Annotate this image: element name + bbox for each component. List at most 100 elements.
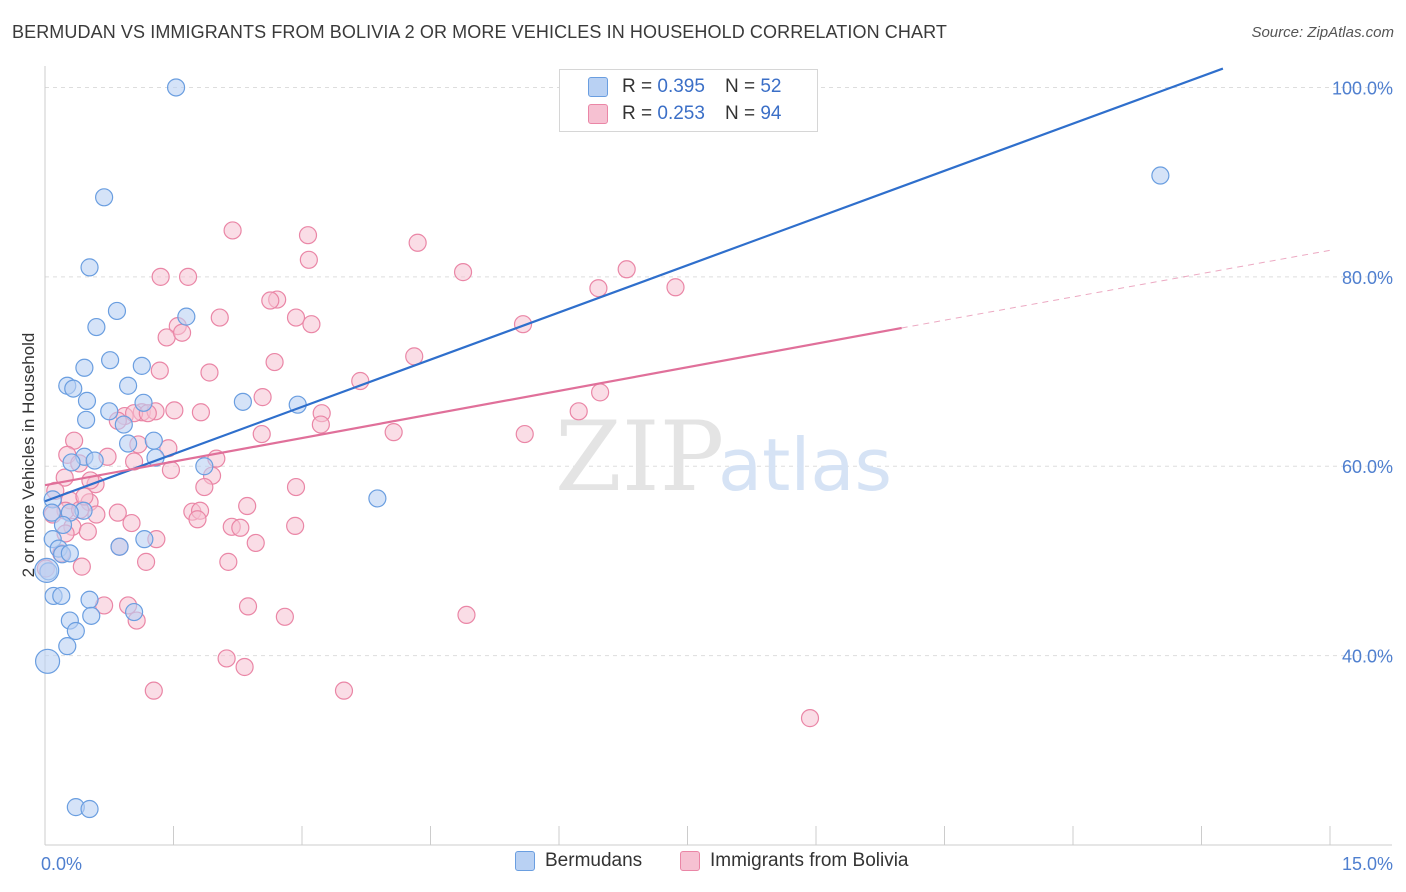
data-point-bolivia (235, 657, 254, 677)
data-point-bermudans (62, 453, 81, 472)
data-point-bermudans (53, 515, 73, 535)
trend-line-bolivia-extension (901, 249, 1331, 329)
data-point-bolivia (172, 323, 192, 342)
data-point-bermudans (107, 301, 127, 321)
y-tick-label: 100.0% (1332, 78, 1393, 98)
bottom-legend-label: Bermudans (545, 850, 643, 871)
data-point-bolivia (78, 522, 97, 541)
data-point-bermudans (124, 602, 144, 622)
data-point-bermudans (177, 307, 196, 326)
data-point-bolivia (334, 681, 354, 700)
data-point-bolivia (569, 402, 588, 421)
series-bolivia-points (36, 221, 820, 728)
pink-swatch (588, 104, 608, 124)
data-point-bolivia (246, 533, 265, 553)
data-point-bermudans (75, 358, 94, 377)
data-point-bermudans (135, 530, 154, 549)
data-point-bolivia (275, 607, 294, 626)
data-point-bolivia (298, 226, 318, 245)
data-point-bolivia (195, 477, 214, 497)
data-point-bolivia (165, 401, 184, 420)
y-tick-label: 80.0% (1342, 268, 1393, 288)
data-point-bolivia (252, 424, 271, 444)
data-point-bermudans (166, 78, 186, 97)
data-point-bolivia (589, 279, 608, 298)
data-point-bermudans (110, 537, 129, 556)
data-point-bolivia (150, 361, 169, 380)
data-point-bermudans (64, 379, 83, 398)
data-point-bermudans (34, 648, 61, 674)
correlation-legend: R = 0.395 N = 52 R = 0.253 N = 94 (559, 69, 818, 132)
watermark: ZIP atlas (555, 401, 892, 513)
y-tick-label: 40.0% (1342, 647, 1393, 667)
data-point-bolivia (157, 328, 176, 347)
data-point-bermudans (368, 489, 387, 508)
data-point-bolivia (351, 371, 370, 391)
bottom-legend-label: Immigrants from Bolivia (710, 850, 909, 871)
source-label: Source: ZipAtlas.com (1251, 24, 1394, 41)
data-point-bermudans (132, 356, 151, 375)
data-point-bolivia (408, 233, 427, 252)
x-tick-label: 15.0% (1342, 854, 1393, 874)
data-point-bolivia (302, 315, 321, 334)
data-point-bermudans (58, 637, 77, 656)
data-point-bolivia (238, 496, 257, 516)
trend-line-bermudans (44, 67, 1224, 503)
bottom-legend-bolivia: Immigrants from Bolivia (680, 850, 909, 872)
y-tick-label: 60.0% (1342, 457, 1393, 477)
x-tick-label: 0.0% (41, 854, 82, 874)
data-point-bermudans (118, 376, 138, 395)
data-point-bolivia (384, 423, 403, 442)
data-point-bolivia (513, 315, 533, 334)
data-point-bermudans (1151, 166, 1170, 185)
legend-r-value: 0.395 (657, 76, 705, 97)
data-point-bolivia (261, 291, 280, 310)
legend-n-label: N = (724, 103, 756, 124)
legend-r-label: R = (622, 76, 653, 97)
data-point-bolivia (124, 452, 144, 471)
tick-labels: 40.0% 60.0% 80.0% 100.0% 0.0% 15.0% (41, 78, 1393, 874)
series-bermudans-points (34, 78, 1170, 819)
data-point-bermudans (60, 544, 79, 563)
data-point-bolivia (453, 263, 473, 282)
data-point-bolivia (457, 605, 476, 625)
data-point-bolivia (136, 552, 156, 571)
data-point-bermudans (195, 457, 214, 476)
data-point-bolivia (286, 308, 306, 327)
blue-swatch (588, 77, 608, 97)
data-point-bolivia (219, 552, 238, 571)
data-point-bolivia (253, 388, 272, 407)
data-point-bermudans (85, 451, 104, 470)
data-point-bermudans (82, 606, 101, 625)
data-point-bermudans (80, 258, 99, 277)
data-point-bermudans (77, 391, 97, 410)
data-point-bolivia (591, 383, 610, 402)
y-axis-label: 2 or more Vehicles in Household (19, 333, 38, 578)
data-point-bolivia (122, 513, 141, 533)
data-point-bolivia (178, 267, 198, 286)
data-point-bolivia (265, 352, 284, 372)
data-point-bolivia (72, 557, 91, 576)
data-point-bermudans (118, 434, 138, 453)
trend-line-bolivia (44, 326, 902, 487)
watermark-zip: ZIP (555, 401, 724, 513)
data-point-bolivia (617, 260, 636, 279)
axes (44, 66, 1392, 846)
data-point-bolivia (223, 221, 242, 240)
data-point-bermudans (80, 590, 99, 609)
data-point-bolivia (144, 681, 163, 700)
bottom-legend-bermudans: Bermudans (515, 850, 642, 872)
data-point-bermudans (134, 393, 153, 412)
data-point-bolivia (151, 267, 170, 286)
legend-r-value: 0.253 (657, 103, 705, 124)
data-point-bolivia (286, 516, 305, 535)
data-point-bermudans (101, 351, 120, 370)
legend-row-bolivia: R = 0.253 N = 94 (588, 101, 781, 127)
data-point-bermudans (87, 317, 106, 337)
data-point-bermudans (95, 188, 114, 207)
legend-n-value: 94 (760, 103, 782, 124)
data-point-bermudans (114, 415, 133, 434)
chart-title: BERMUDAN VS IMMIGRANTS FROM BOLIVIA 2 OR… (12, 22, 947, 42)
data-point-bermudans (42, 503, 61, 522)
